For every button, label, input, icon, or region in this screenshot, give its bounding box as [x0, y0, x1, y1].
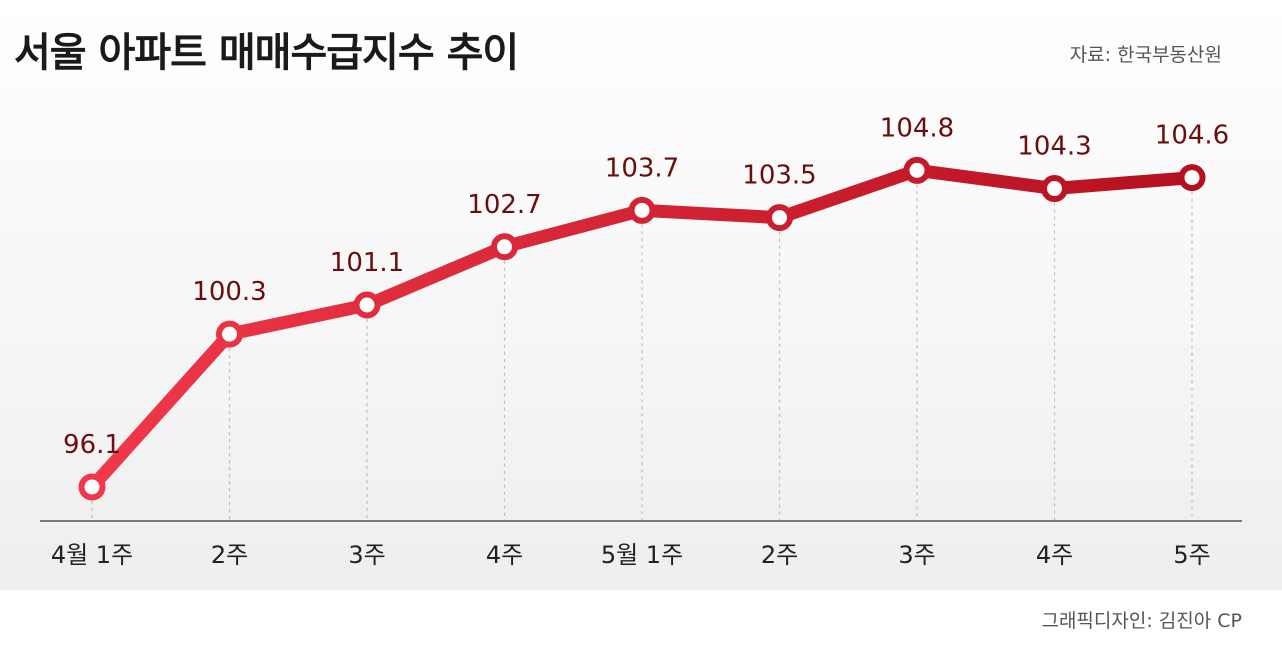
x-tick-label: 2주: [761, 541, 798, 569]
data-point: [903, 156, 931, 184]
data-point: [78, 473, 106, 501]
data-point: [491, 233, 518, 261]
data-point: [628, 196, 656, 224]
data-label: 102.7: [467, 190, 541, 220]
x-tick-label: 3주: [348, 541, 385, 569]
data-label: 104.6: [1155, 121, 1229, 151]
x-tick-label: 3주: [898, 541, 935, 569]
x-tick-label: 4월 1주: [51, 541, 133, 569]
chart-title: 서울 아파트 매매수급지수 추이: [14, 30, 519, 76]
data-point: [1041, 175, 1068, 203]
data-label: 103.5: [742, 161, 816, 191]
chart-background: [0, 0, 1282, 590]
data-label: 100.3: [192, 277, 266, 307]
data-point: [766, 204, 793, 232]
x-tick-label: 5월 1주: [601, 541, 683, 569]
x-tick-label: 4주: [1036, 541, 1073, 569]
source-note: 자료: 한국부동산원: [1069, 44, 1222, 66]
x-tick-label: 4주: [486, 541, 523, 569]
data-point: [353, 291, 381, 319]
data-label: 104.3: [1017, 132, 1091, 162]
x-tick-label: 2주: [211, 541, 248, 569]
data-label: 101.1: [330, 248, 404, 278]
data-point: [1178, 164, 1206, 192]
x-tick-label: 5주: [1173, 541, 1210, 569]
graphic-credit: 그래픽디자인: 김진아 CP: [1041, 610, 1242, 632]
data-label: 96.1: [63, 430, 121, 460]
data-point: [216, 320, 243, 348]
data-label: 104.8: [880, 113, 954, 143]
data-label: 103.7: [605, 153, 679, 183]
